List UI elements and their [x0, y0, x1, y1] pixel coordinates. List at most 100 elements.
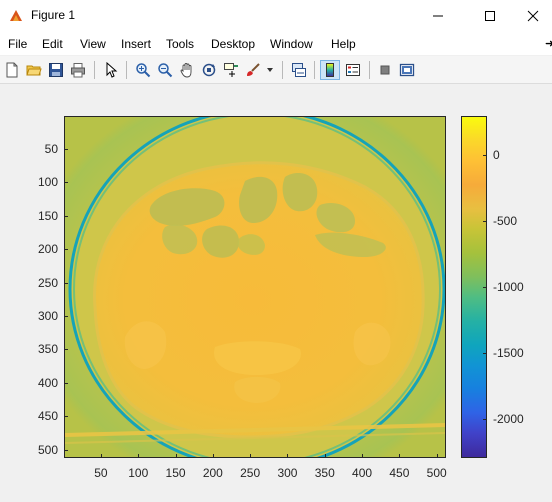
rotate-3d-button[interactable] — [199, 60, 219, 80]
menu-file[interactable]: File — [8, 37, 28, 51]
x-tick-label: 400 — [352, 466, 373, 480]
colorbar-tick-label: -2000 — [493, 411, 524, 426]
open-file-button[interactable] — [24, 60, 44, 80]
x-tick-mark — [436, 454, 438, 458]
brush-dropdown-button[interactable] — [264, 60, 276, 80]
y-tick-label: 500 — [37, 442, 58, 457]
y-tick-mark — [64, 215, 68, 217]
insert-colorbar-icon — [326, 63, 334, 77]
menu-help[interactable]: Help — [331, 37, 356, 51]
x-tick-label: 300 — [277, 466, 298, 480]
colorbar-tick-label: -1500 — [493, 345, 524, 360]
y-tick-mark — [64, 249, 68, 251]
x-tick-mark — [399, 454, 401, 458]
zoom-in-button[interactable] — [133, 60, 153, 80]
x-tick-mark — [212, 454, 214, 458]
image-axes[interactable] — [64, 116, 446, 458]
y-tick-mark — [64, 282, 68, 284]
insert-legend-button[interactable] — [343, 60, 363, 80]
colorbar-tick-mark — [483, 352, 487, 354]
y-tick-label: 300 — [37, 309, 58, 324]
open-file-icon — [26, 65, 42, 76]
zoom-in-icon — [136, 63, 151, 78]
print-icon — [71, 63, 85, 78]
menu-bar: File Edit View Insert Tools Desktop Wind… — [0, 31, 552, 55]
hide-plot-tools-icon — [380, 65, 390, 75]
colorbar-tick-mark — [483, 155, 487, 157]
y-tick-mark — [64, 382, 68, 384]
colorbar-tick-label: -500 — [493, 214, 518, 229]
menu-edit[interactable]: Edit — [42, 37, 63, 51]
window-title: Figure 1 — [31, 8, 76, 22]
link-plot-button[interactable] — [289, 60, 309, 80]
toolbar-separator — [94, 61, 95, 79]
colorbar-tick-mark — [483, 418, 487, 420]
y-tick-mark — [64, 416, 68, 418]
colorbar-tick-mark — [483, 221, 487, 223]
pan-button[interactable] — [177, 60, 197, 80]
chevron-down-icon — [267, 68, 273, 72]
print-button[interactable] — [68, 60, 88, 80]
x-tick-mark — [250, 454, 252, 458]
close-icon — [527, 10, 539, 21]
edit-plot-button[interactable] — [101, 60, 121, 80]
zoom-out-icon — [158, 63, 173, 78]
menu-overflow-arrow-icon[interactable]: ➜ — [545, 38, 552, 50]
y-tick-label: 400 — [37, 375, 58, 390]
x-tick-mark — [175, 454, 177, 458]
x-tick-label: 150 — [165, 466, 186, 480]
maximize-icon — [485, 10, 495, 21]
menu-insert[interactable]: Insert — [121, 37, 152, 51]
figure-toolbar — [0, 56, 552, 84]
show-plot-tools-icon — [399, 63, 415, 77]
maximize-button[interactable] — [467, 0, 513, 31]
y-tick-label: 150 — [37, 208, 58, 223]
y-tick-label: 100 — [37, 175, 58, 190]
menu-tools[interactable]: Tools — [166, 37, 195, 51]
ct-image — [65, 117, 445, 457]
toolbar-separator — [126, 61, 127, 79]
y-tick-mark — [64, 349, 68, 351]
minimize-icon — [433, 15, 443, 16]
y-tick-mark — [64, 149, 68, 151]
colorbar-tick-label: 0 — [493, 148, 500, 163]
menu-desktop[interactable]: Desktop — [211, 37, 256, 51]
x-tick-mark — [100, 454, 102, 458]
y-tick-label: 250 — [37, 275, 58, 290]
menu-window[interactable]: Window — [270, 37, 313, 51]
x-tick-mark — [287, 454, 289, 458]
show-plot-tools-button[interactable] — [397, 60, 417, 80]
colorbar[interactable] — [461, 116, 487, 458]
x-tick-mark — [324, 454, 326, 458]
y-tick-mark — [64, 316, 68, 318]
hide-plot-tools-button[interactable] — [375, 60, 395, 80]
y-tick-label: 450 — [37, 409, 58, 424]
link-plot-icon — [292, 63, 306, 77]
brush-button[interactable] — [243, 60, 263, 80]
pan-hand-icon — [180, 63, 192, 78]
save-icon — [49, 63, 63, 77]
new-figure-button[interactable] — [2, 60, 22, 80]
x-tick-mark — [138, 454, 140, 458]
x-tick-label: 350 — [314, 466, 335, 480]
matlab-app-icon — [9, 9, 23, 23]
minimize-button[interactable] — [415, 0, 461, 31]
brush-icon — [247, 63, 260, 76]
y-tick-mark — [64, 182, 68, 184]
colorbar-tick-label: -1000 — [493, 280, 524, 294]
insert-colorbar-button[interactable] — [320, 60, 340, 80]
zoom-out-button[interactable] — [155, 60, 175, 80]
x-tick-label: 100 — [128, 466, 149, 480]
toolbar-separator — [314, 61, 315, 79]
x-tick-mark — [362, 454, 364, 458]
rotate-3d-icon — [202, 63, 216, 77]
data-cursor-button[interactable] — [221, 60, 241, 80]
insert-legend-icon — [346, 64, 360, 76]
x-tick-label: 450 — [389, 466, 410, 480]
close-button[interactable] — [510, 0, 552, 31]
title-bar: Figure 1 — [0, 0, 552, 31]
x-tick-label: 250 — [240, 466, 261, 480]
save-button[interactable] — [46, 60, 66, 80]
menu-view[interactable]: View — [80, 37, 106, 51]
